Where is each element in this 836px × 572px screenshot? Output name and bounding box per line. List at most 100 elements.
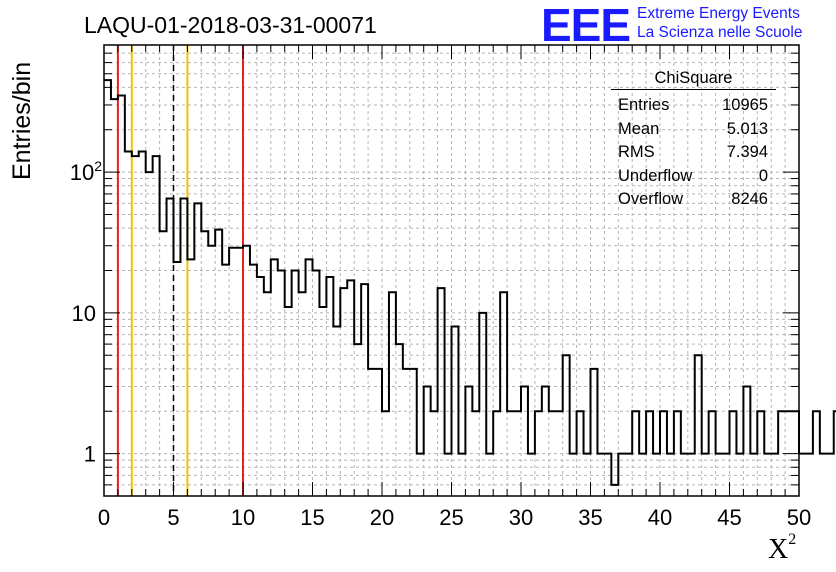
histogram-bin xyxy=(674,411,681,496)
histogram-bin xyxy=(403,369,410,496)
histogram-bin xyxy=(368,369,375,496)
histogram-bin xyxy=(431,411,438,496)
chart-title: LAQU-01-2018-03-31-00071 xyxy=(84,12,377,38)
stats-value: 0 xyxy=(758,166,768,185)
stats-row-entries: Entries 10965 xyxy=(611,94,776,118)
histogram-bin xyxy=(187,259,194,496)
histogram-bin xyxy=(104,80,111,496)
stats-row-underflow: Underflow 0 xyxy=(611,165,776,189)
histogram-bin xyxy=(591,369,598,496)
stats-label: Overflow xyxy=(618,190,684,208)
histogram-bin xyxy=(521,386,528,496)
stats-value: 7.394 xyxy=(726,143,768,161)
histogram-bin xyxy=(167,198,174,496)
histogram-bin xyxy=(465,386,472,496)
x-tick-label: 5 xyxy=(167,505,179,530)
histogram-bin xyxy=(472,411,479,496)
histogram-bin xyxy=(618,454,625,496)
histogram-bin xyxy=(257,277,264,496)
logo-line-1: Extreme Energy Events xyxy=(637,5,800,22)
stats-value: 10965 xyxy=(722,96,768,114)
histogram-bin xyxy=(174,262,181,496)
histogram-bin xyxy=(445,454,452,496)
histogram-bin xyxy=(236,248,243,496)
histogram-bin xyxy=(820,454,827,496)
stats-label: Mean xyxy=(618,119,660,138)
histogram-bin xyxy=(730,411,737,496)
histogram-bin xyxy=(153,156,160,496)
stats-label: Entries xyxy=(618,96,670,114)
histogram-bin xyxy=(604,454,611,496)
y-axis-label: Entries/bin xyxy=(8,61,36,180)
histogram-bin xyxy=(577,411,584,496)
histogram-bin xyxy=(458,454,465,496)
histogram-bin xyxy=(556,411,563,496)
histogram-bin xyxy=(292,271,299,497)
histogram-bin xyxy=(709,411,716,496)
stats-value: 5.013 xyxy=(726,119,768,138)
histogram-bin xyxy=(424,386,431,496)
histogram-bin xyxy=(180,198,187,496)
histogram-bin xyxy=(493,411,500,496)
histogram-bin xyxy=(667,454,674,496)
histogram-bin xyxy=(160,231,167,496)
histogram-bin xyxy=(514,411,521,496)
histogram-bin xyxy=(375,369,382,496)
histogram-bin xyxy=(361,284,368,496)
histogram-bin xyxy=(723,454,730,496)
histogram-bin xyxy=(827,454,834,496)
histogram-bin xyxy=(695,355,702,496)
histogram-bin xyxy=(736,454,743,496)
y-tick-label: 1 xyxy=(84,442,96,467)
x-tick-label: 35 xyxy=(578,505,602,530)
histogram-bin xyxy=(653,454,660,496)
histogram-bin xyxy=(146,172,153,496)
stats-row-overflow: Overflow 8246 xyxy=(611,188,776,212)
histogram-bin xyxy=(201,231,208,496)
stats-label: RMS xyxy=(618,143,655,161)
y-tick-label: 102 xyxy=(70,158,102,185)
histogram-bin xyxy=(243,246,250,496)
x-tick-label: 0 xyxy=(98,505,110,530)
histogram-bin xyxy=(264,292,271,496)
histogram-bin xyxy=(118,96,125,496)
histogram-bin xyxy=(528,454,535,496)
histogram-outline xyxy=(104,79,836,486)
histogram-bin xyxy=(313,271,320,497)
histogram-bin xyxy=(716,454,723,496)
histogram-bin xyxy=(215,230,222,496)
histogram-bin xyxy=(250,265,257,496)
histogram-bin xyxy=(771,454,778,496)
histogram-bin xyxy=(389,292,396,496)
histogram-bin xyxy=(813,411,820,496)
x-tick-label: 50 xyxy=(787,505,811,530)
histogram-bin xyxy=(340,288,347,496)
x-tick-label: 45 xyxy=(717,505,741,530)
x-tick-label: 20 xyxy=(370,505,394,530)
histogram-bin xyxy=(639,454,646,496)
histogram-bin xyxy=(194,203,201,496)
stats-label: Underflow xyxy=(618,166,693,185)
histogram-bin xyxy=(396,344,403,496)
logo-line-2: La Scienza nelle Scuole xyxy=(637,24,803,41)
histogram-bin xyxy=(681,454,688,496)
histogram-bin xyxy=(750,454,757,496)
histogram-bin xyxy=(757,411,764,496)
histogram-bin xyxy=(452,327,459,496)
histogram-bin xyxy=(743,386,750,496)
stats-title: ChiSquare xyxy=(611,66,776,90)
histogram-bin xyxy=(584,454,591,496)
histogram-bin xyxy=(208,246,215,496)
histogram-bin xyxy=(507,411,514,496)
histogram-bin xyxy=(806,454,813,496)
histogram-bin xyxy=(646,411,653,496)
histogram-bin xyxy=(611,485,618,496)
histogram-bin xyxy=(486,454,493,496)
histogram-bin xyxy=(764,454,771,496)
histogram-bin xyxy=(535,411,542,496)
histogram-bin xyxy=(500,292,507,496)
histogram-bin xyxy=(299,292,306,496)
histogram-bin xyxy=(354,344,361,496)
stats-value: 8246 xyxy=(731,190,768,208)
